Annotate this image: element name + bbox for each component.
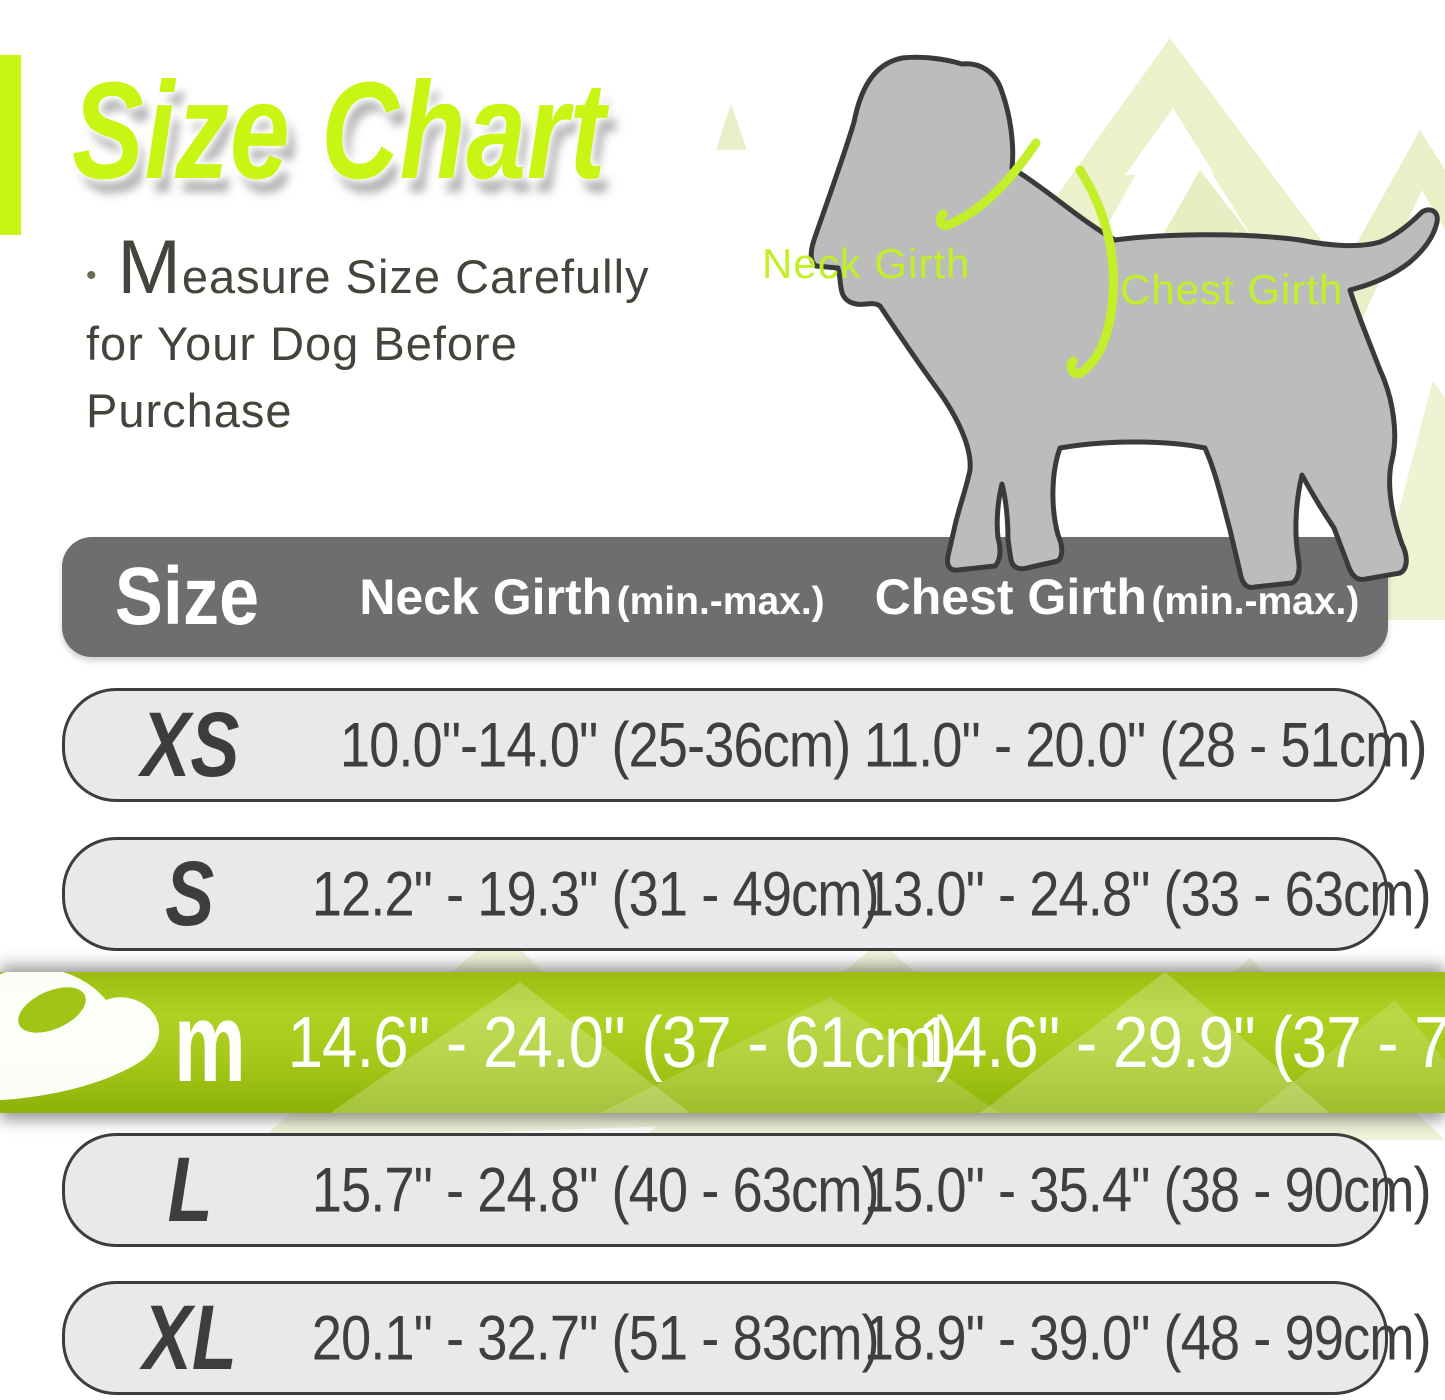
header-neck-girth-label: Neck Girth	[359, 569, 613, 625]
note-initial: M	[117, 225, 182, 310]
row-chest-value: 13.0" - 24.8" (33 - 63cm)	[863, 858, 1432, 929]
header-size: Size	[114, 551, 260, 642]
row-chest-value: 18.9" - 39.0" (48 - 99cm)	[863, 1302, 1432, 1373]
chest-girth-label: Chest Girth	[1120, 266, 1344, 313]
row-chest-value: 15.0" - 35.4" (38 - 90cm)	[863, 1154, 1432, 1225]
band-mountain-decoration	[0, 972, 1445, 1113]
note-line-1-text: easure Size Carefully	[181, 250, 650, 303]
header-neck-girth: Neck Girth (min.-max.)	[272, 537, 912, 657]
row-neck-value: 10.0"-14.0" (25-36cm)	[339, 709, 851, 780]
row-chest-value: 11.0" - 20.0" (28 - 51cm)	[863, 709, 1428, 780]
neck-girth-label: Neck Girth	[762, 240, 971, 287]
row-size-label: XS	[140, 694, 240, 796]
header-chest-girth-label: Chest Girth	[874, 569, 1147, 625]
note-line-2: for Your Dog Before	[86, 317, 518, 370]
row-neck-value: 15.7" - 24.8" (40 - 63cm)	[311, 1154, 880, 1225]
row-neck-value: 12.2" - 19.3" (31 - 49cm)	[311, 858, 880, 929]
table-row-l: L 15.7" - 24.8" (40 - 63cm) 15.0" - 35.4…	[62, 1133, 1432, 1247]
row-chest-value: 14.6" - 29.9" (37 - 76cm)	[917, 1002, 1445, 1083]
row-size-label: S	[165, 843, 215, 945]
page-title: Size Chart	[72, 54, 607, 208]
row-size-label: L	[167, 1139, 213, 1241]
row-neck-value: 20.1" - 32.7" (51 - 83cm)	[311, 1302, 880, 1373]
header-neck-girth-sub: (min.-max.)	[616, 580, 825, 623]
table-row-xs: XS 10.0"-14.0" (25-36cm) 11.0" - 20.0" (…	[62, 688, 1427, 802]
header-chest-girth-sub: (min.-max.)	[1151, 580, 1360, 623]
row-neck-value: 14.6" - 24.0" (37 - 61cm)	[287, 1002, 958, 1083]
table-row-s: S 12.2" - 19.3" (31 - 49cm) 13.0" - 24.8…	[62, 837, 1432, 951]
header-chest-girth: Chest Girth (min.-max.)	[852, 537, 1382, 657]
table-row-xl: XL 20.1" - 32.7" (51 - 83cm) 18.9" - 39.…	[62, 1281, 1432, 1395]
row-size-label: XL	[142, 1287, 238, 1389]
table-row-m-highlighted: m 14.6" - 24.0" (37 - 61cm) 14.6" - 29.9…	[0, 972, 1445, 1113]
note-line-3: Purchase	[86, 384, 293, 437]
table-header: Size Neck Girth (min.-max.) Chest Girth …	[62, 537, 1388, 657]
measure-note: • Measure Size Carefully for Your Dog Bef…	[86, 230, 726, 444]
note-line-1: • Measure Size Carefully	[86, 230, 726, 310]
row-size-label: m	[174, 980, 246, 1105]
bullet-icon: •	[86, 259, 98, 292]
accent-bar	[0, 55, 21, 235]
dog-head-decoration	[0, 972, 160, 1101]
